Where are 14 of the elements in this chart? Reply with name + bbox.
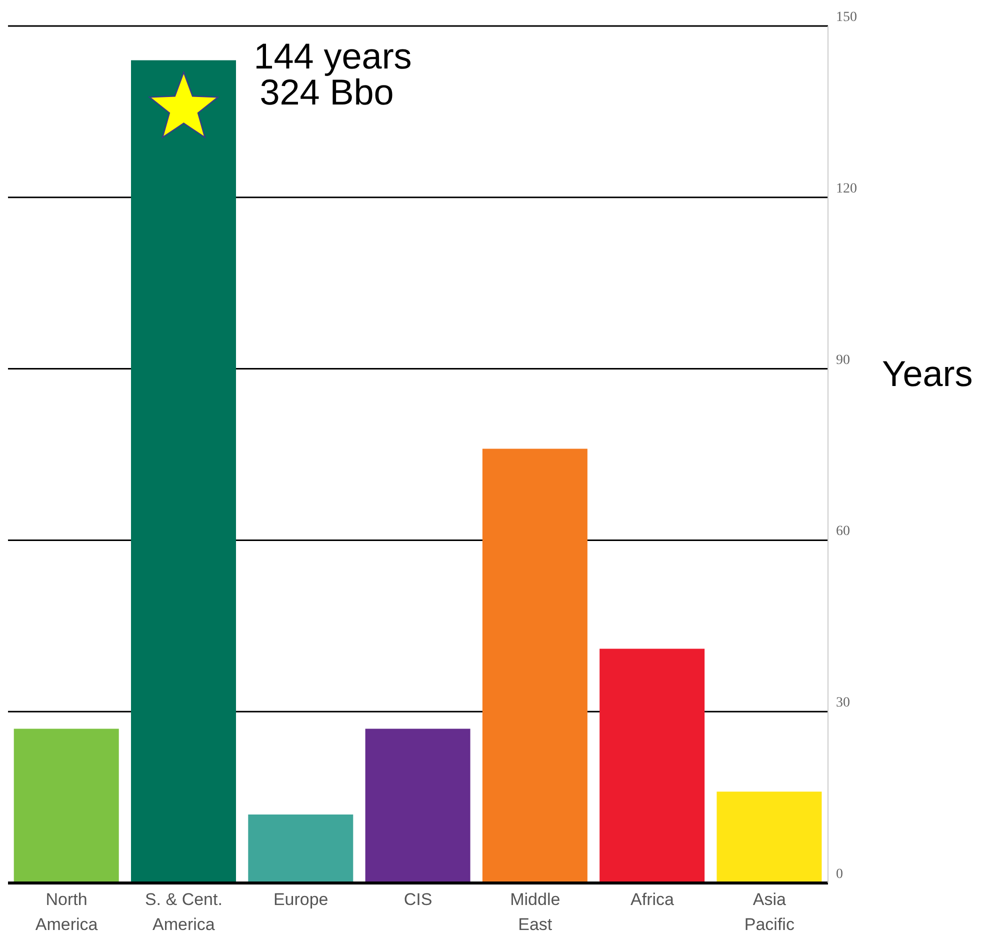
y-tick-label: 30: [836, 696, 850, 711]
y-tick-label: 60: [836, 524, 850, 540]
x-tick-label: S. & Cent. America: [144, 890, 222, 934]
x-tick-label: Middle East: [510, 890, 560, 934]
y-axis-title: Years: [882, 353, 973, 395]
y-tick-label: 120: [836, 181, 857, 196]
y-tick-label: 90: [836, 352, 850, 368]
x-tick-label: Asia Pacific: [744, 890, 795, 934]
x-tick-label: Europe: [273, 890, 328, 909]
x-tick-label: North America: [35, 890, 98, 934]
x-tick-label: CIS: [404, 890, 432, 909]
x-tick-label: Africa: [630, 890, 675, 909]
y-tick-label: 0: [836, 866, 843, 882]
y-tick-label: 150: [836, 10, 857, 25]
